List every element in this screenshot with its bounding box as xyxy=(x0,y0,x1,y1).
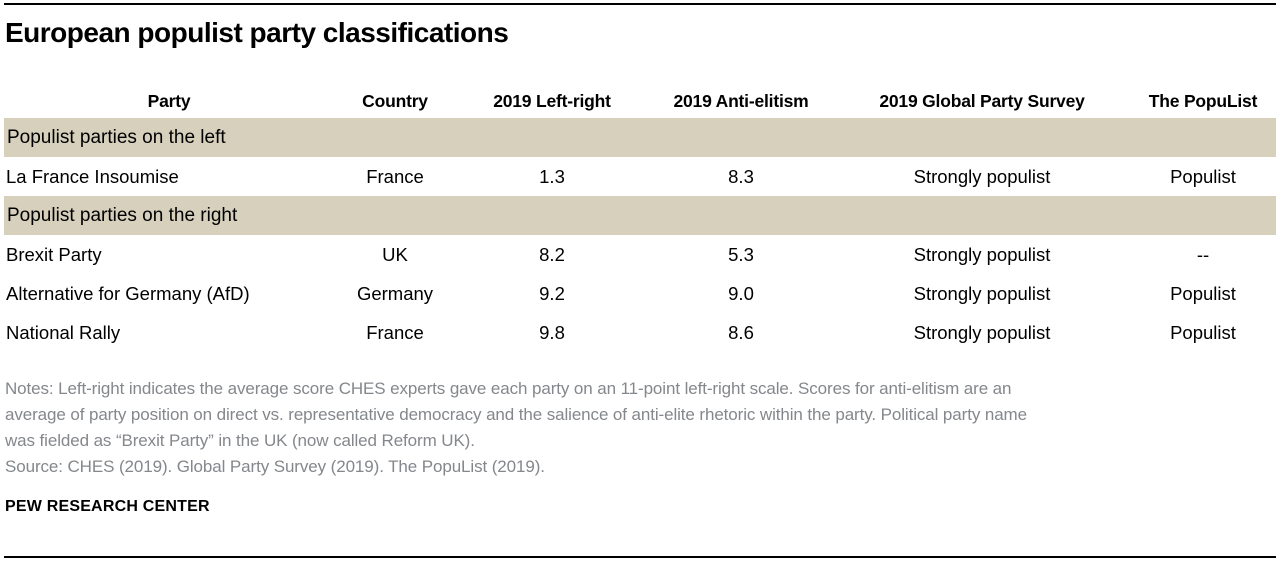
cell-anti-elitism: 5.3 xyxy=(728,243,754,265)
cell-country: France xyxy=(366,321,424,343)
cell-party: Brexit Party xyxy=(6,243,102,265)
column-header-populist: The PopuList xyxy=(1148,91,1258,111)
cell-party: Alternative for Germany (AfD) xyxy=(6,282,250,304)
section-label: Populist parties on the right xyxy=(4,196,1276,235)
column-header-left-right: 2019 Left-right xyxy=(493,91,611,111)
pew-research-center-wordmark: PEW RESEARCH CENTER xyxy=(5,498,210,515)
notes-line: was fielded as “Brexit Party” in the UK … xyxy=(5,431,475,450)
party-classification-table: Party Country 2019 Left-right 2019 Anti-… xyxy=(4,68,1276,352)
cell-country: UK xyxy=(382,243,408,265)
table-row: National Rally France 9.8 8.6 Strongly p… xyxy=(4,313,1276,352)
page-title: European populist party classifications xyxy=(5,17,509,48)
bottom-rule xyxy=(4,556,1276,558)
cell-party: National Rally xyxy=(6,321,121,343)
cell-left-right: 1.3 xyxy=(539,165,565,187)
table-row: Alternative for Germany (AfD) Germany 9.… xyxy=(4,274,1276,313)
cell-global-party-survey: Strongly populist xyxy=(913,243,1051,265)
table-row: La France Insoumise France 1.3 8.3 Stron… xyxy=(4,157,1276,196)
cell-left-right: 8.2 xyxy=(539,243,565,265)
cell-populist: Populist xyxy=(1170,282,1236,304)
section-row-left: Populist parties on the left xyxy=(4,118,1276,157)
cell-left-right: 9.2 xyxy=(539,282,565,304)
notes-line: average of party position on direct vs. … xyxy=(5,405,1027,424)
cell-left-right: 9.8 xyxy=(539,321,565,343)
column-header-global-party-survey: 2019 Global Party Survey xyxy=(879,91,1085,111)
cell-party: La France Insoumise xyxy=(6,165,179,187)
cell-populist: Populist xyxy=(1170,321,1236,343)
cell-global-party-survey: Strongly populist xyxy=(913,321,1051,343)
cell-anti-elitism: 8.6 xyxy=(728,321,754,343)
source-line: Source: CHES (2019). Global Party Survey… xyxy=(5,457,545,476)
cell-anti-elitism: 9.0 xyxy=(728,282,754,304)
cell-country: Germany xyxy=(356,282,434,304)
section-row-right: Populist parties on the right xyxy=(4,196,1276,235)
section-label: Populist parties on the left xyxy=(4,118,1276,157)
cell-global-party-survey: Strongly populist xyxy=(913,165,1051,187)
report-figure: European populist party classifications … xyxy=(0,3,1280,565)
cell-global-party-survey: Strongly populist xyxy=(913,282,1051,304)
cell-populist: -- xyxy=(1196,243,1210,265)
table-header: Party Country 2019 Left-right 2019 Anti-… xyxy=(4,68,1276,118)
column-header-party: Party xyxy=(147,91,191,111)
cell-country: France xyxy=(366,165,424,187)
notes-block: Notes: Left-right indicates the average … xyxy=(5,376,1280,480)
cell-populist: Populist xyxy=(1170,165,1236,187)
column-header-country: Country xyxy=(362,91,428,111)
table-row: Brexit Party UK 8.2 5.3 Strongly populis… xyxy=(4,235,1276,274)
top-rule xyxy=(4,3,1276,5)
column-header-anti-elitism: 2019 Anti-elitism xyxy=(673,91,809,111)
cell-anti-elitism: 8.3 xyxy=(728,165,754,187)
notes-line: Notes: Left-right indicates the average … xyxy=(5,379,1012,398)
header-row: Party Country 2019 Left-right 2019 Anti-… xyxy=(4,68,1276,118)
